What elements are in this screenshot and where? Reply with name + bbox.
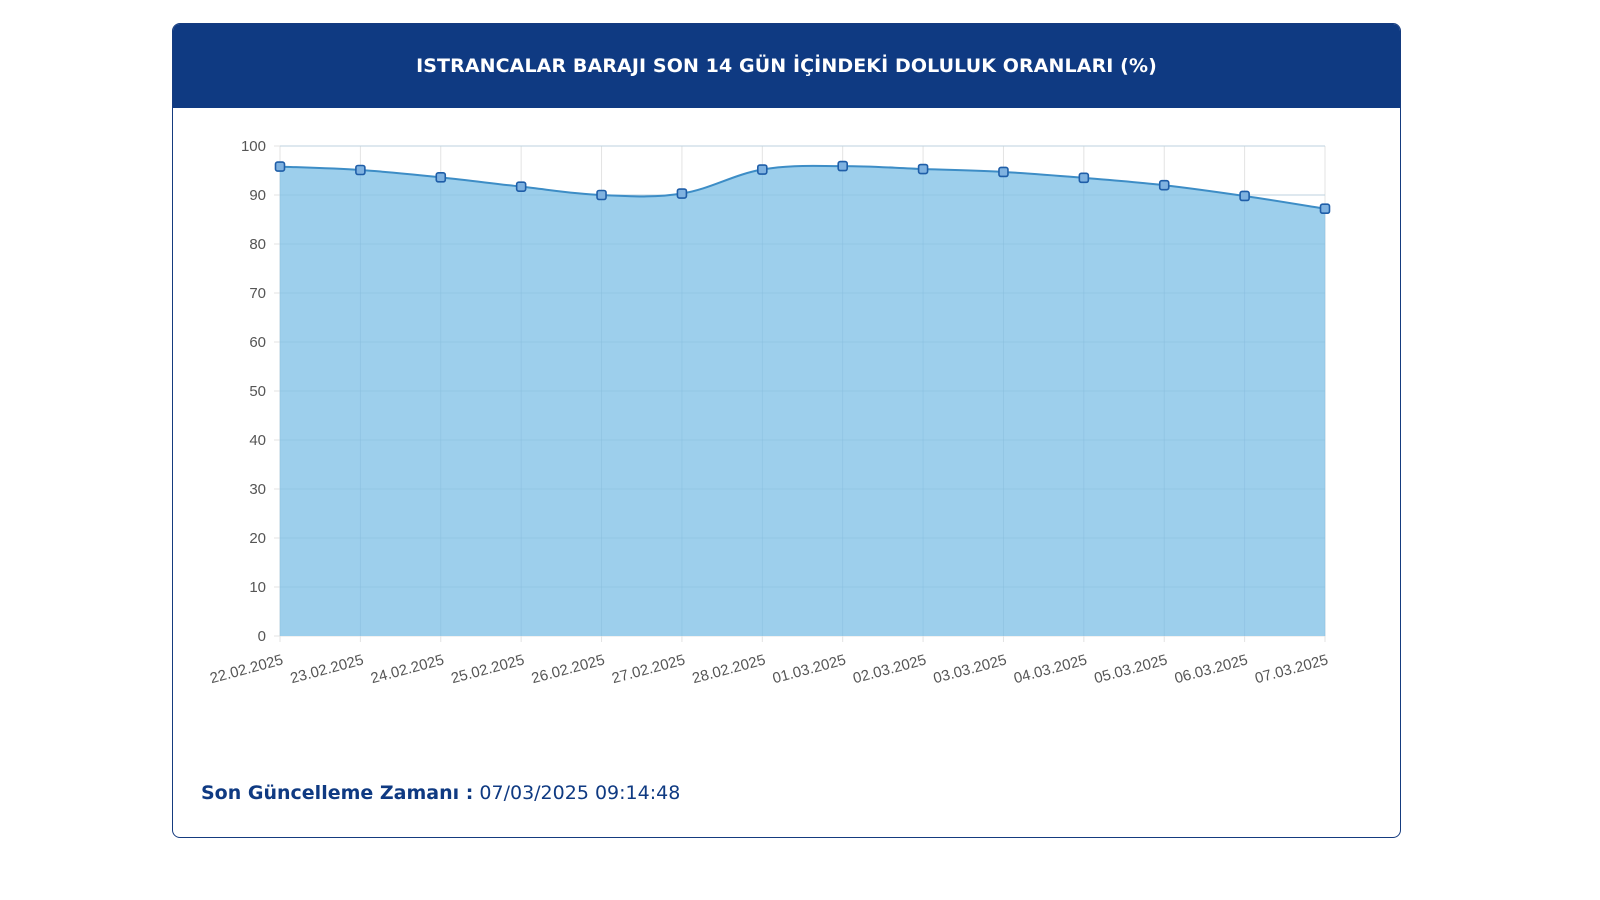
x-tick-label: 26.02.2025 [530, 651, 607, 687]
data-point [274, 161, 286, 172]
data-point [1158, 179, 1170, 191]
data-point [435, 172, 447, 183]
y-tick-label: 40 [249, 432, 266, 449]
last-update: Son Güncelleme Zamanı : 07/03/2025 09:14… [201, 782, 680, 804]
x-tick-label: 23.02.2025 [289, 651, 366, 687]
y-tick-label: 70 [249, 285, 266, 302]
x-tick-label: 28.02.2025 [690, 651, 767, 687]
x-axis-ticks: 22.02.2025 23.02.2025 24.02.2025 25.02.2025… [208, 651, 1330, 687]
x-tick-label: 01.03.2025 [771, 651, 848, 687]
chart-title: ISTRANCALAR BARAJI SON 14 GÜN İÇİNDEKİ D… [416, 55, 1157, 77]
x-tick-label: 02.03.2025 [851, 651, 928, 687]
area-chart: 0 10 20 30 40 50 60 70 80 90 100 22.02.2025 23.02.2… [208, 138, 1331, 687]
x-tick-label: 04.03.2025 [1012, 651, 1089, 687]
x-tick-label: 22.02.2025 [208, 651, 285, 687]
data-point [1239, 190, 1250, 202]
last-update-label: Son Güncelleme Zamanı : [201, 782, 474, 804]
x-tick-label: 06.03.2025 [1173, 651, 1250, 687]
area-layer [280, 165, 1325, 636]
y-tick-label: 100 [241, 138, 266, 155]
x-tick-label: 25.02.2025 [449, 651, 526, 687]
data-point [676, 188, 688, 199]
area-fill [280, 165, 1325, 636]
data-point [596, 189, 607, 201]
x-tick-label: 27.02.2025 [610, 651, 687, 687]
grid-over-layer [279, 145, 1326, 636]
data-point [1319, 203, 1331, 215]
y-tick-label: 90 [249, 187, 266, 204]
y-tick-label: 10 [249, 579, 266, 596]
data-point [917, 163, 929, 175]
data-point [757, 164, 768, 175]
y-tick-label: 30 [249, 481, 266, 498]
y-axis-ticks: 0 10 20 30 40 50 60 70 80 90 100 [241, 138, 266, 645]
data-point [515, 181, 527, 192]
data-point [355, 164, 366, 176]
x-tick-label: 24.02.2025 [369, 651, 446, 687]
y-tick-label: 80 [249, 236, 266, 253]
marker-layer [274, 160, 1331, 215]
panel-header: ISTRANCALAR BARAJI SON 14 GÜN İÇİNDEKİ D… [173, 24, 1400, 108]
last-update-value: 07/03/2025 09:14:48 [473, 782, 681, 804]
x-tick-label: 03.03.2025 [932, 651, 1009, 687]
data-point [837, 160, 848, 172]
y-tick-label: 50 [249, 383, 266, 400]
data-point [998, 166, 1009, 178]
y-tick-label: 0 [258, 628, 266, 645]
y-tick-label: 20 [249, 530, 266, 547]
x-tick-label: 07.03.2025 [1253, 651, 1330, 687]
chart-panel: ISTRANCALAR BARAJI SON 14 GÜN İÇİNDEKİ D… [172, 23, 1401, 838]
data-point [1078, 172, 1090, 184]
x-tick-label: 05.03.2025 [1092, 651, 1169, 687]
y-tick-label: 60 [249, 334, 266, 351]
